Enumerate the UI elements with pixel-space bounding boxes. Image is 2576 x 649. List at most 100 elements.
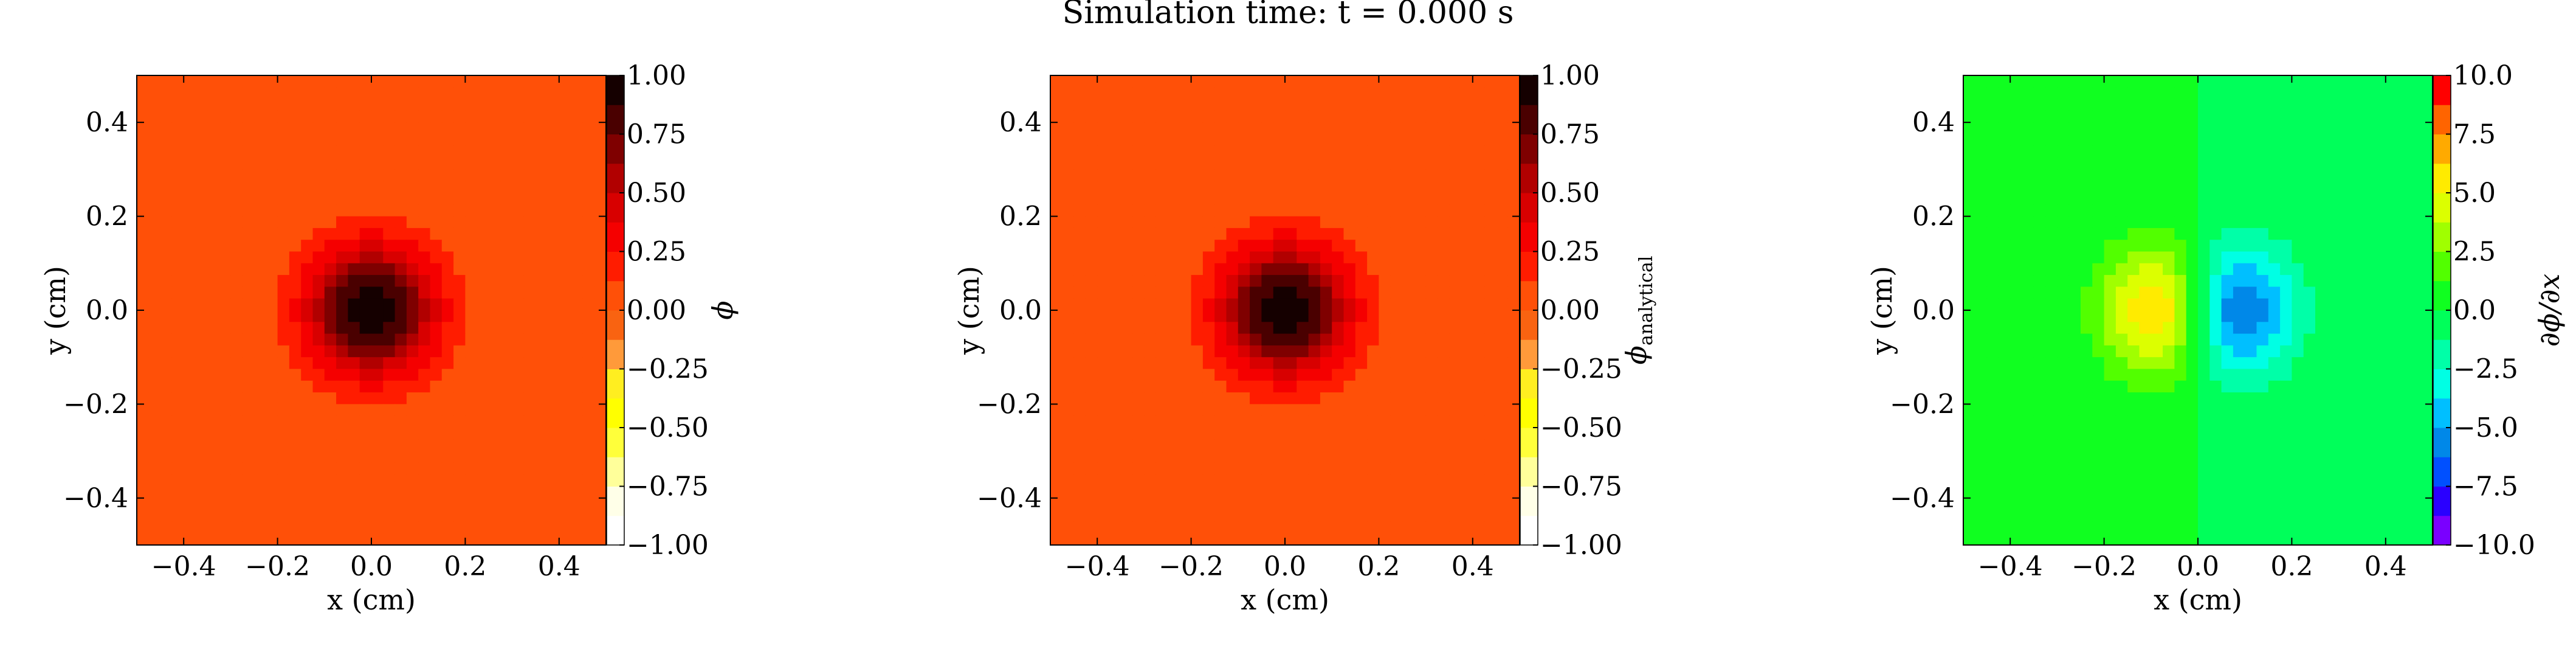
- heatmap-cell: [171, 227, 184, 240]
- heatmap-cell: [1238, 275, 1250, 287]
- heatmap-cell: [2420, 439, 2433, 452]
- heatmap-cell: [1998, 251, 2011, 264]
- heatmap-cell: [207, 122, 219, 135]
- heatmap-cell: [2385, 439, 2398, 452]
- heatmap-cell: [1191, 474, 1204, 487]
- heatmap-cell: [441, 122, 454, 135]
- heatmap-cell: [1297, 533, 1309, 546]
- heatmap-cell: [1998, 333, 2011, 346]
- heatmap-cell: [1998, 310, 2011, 322]
- heatmap-cell: [2292, 110, 2304, 123]
- heatmap-cell: [453, 216, 466, 229]
- heatmap-cell: [536, 110, 548, 123]
- heatmap-cell: [230, 75, 243, 88]
- heatmap-cell: [512, 369, 525, 381]
- heatmap-cell: [430, 286, 443, 299]
- heatmap-cell: [1367, 510, 1379, 522]
- heatmap-cell: [2151, 275, 2163, 287]
- heatmap-cell: [1343, 122, 1356, 135]
- heatmap-cell: [2409, 158, 2422, 170]
- heatmap-cell: [2151, 486, 2163, 499]
- heatmap-cell: [1191, 486, 1204, 499]
- heatmap-cell: [1214, 158, 1227, 170]
- heatmap-cell: [2350, 263, 2363, 276]
- heatmap-cell: [277, 415, 290, 428]
- heatmap-cell: [2033, 521, 2046, 534]
- heatmap-cell: [277, 533, 290, 546]
- heatmap-cell: [2327, 216, 2340, 229]
- heatmap-cell: [2245, 204, 2257, 217]
- heatmap-cell: [1144, 521, 1157, 534]
- heatmap-cell: [523, 345, 536, 358]
- heatmap-cell: [2139, 158, 2152, 170]
- heatmap-cell: [523, 533, 536, 546]
- heatmap-cell: [2022, 439, 2034, 452]
- heatmap-cell: [184, 357, 196, 370]
- heatmap-cell: [1998, 134, 2011, 147]
- heatmap-cell: [1238, 75, 1250, 88]
- heatmap-cell: [1355, 404, 1368, 417]
- heatmap-cell: [1285, 521, 1297, 534]
- heatmap-cell: [2338, 498, 2351, 510]
- heatmap-cell: [1132, 204, 1145, 217]
- heatmap-cell: [2268, 216, 2281, 229]
- heatmap-cell: [1975, 87, 1988, 100]
- heatmap-cell: [336, 439, 348, 452]
- heatmap-cell: [1155, 322, 1168, 335]
- heatmap-cell: [371, 286, 384, 299]
- heatmap-cell: [195, 521, 208, 534]
- heatmap-cell: [571, 134, 583, 147]
- heatmap-cell: [2409, 122, 2422, 135]
- heatmap-cell: [2068, 275, 2081, 287]
- heatmap-cell: [266, 345, 278, 358]
- heatmap-cell: [184, 298, 196, 311]
- heatmap-cell: [336, 181, 348, 193]
- heatmap-cell: [1367, 451, 1379, 463]
- heatmap-cell: [1332, 158, 1345, 170]
- heatmap-cell: [1132, 158, 1145, 170]
- heatmap-cell: [1250, 158, 1262, 170]
- heatmap-cell: [1472, 415, 1485, 428]
- heatmap-cell: [559, 510, 571, 522]
- heatmap-cell: [184, 216, 196, 229]
- heatmap-cell: [359, 99, 372, 111]
- heatmap-cell: [1191, 322, 1204, 335]
- heatmap-cell: [1975, 216, 1988, 229]
- heatmap-cell: [1986, 286, 1999, 299]
- heatmap-cell: [2045, 322, 2058, 335]
- heatmap-cell: [1986, 462, 1999, 475]
- heatmap-cell: [1975, 286, 1988, 299]
- heatmap-cell: [371, 204, 384, 217]
- heatmap-cell: [2127, 110, 2140, 123]
- heatmap-cell: [2151, 204, 2163, 217]
- heatmap-cell: [137, 380, 149, 393]
- heatmap-cell: [2092, 333, 2105, 346]
- heatmap-cell: [336, 110, 348, 123]
- heatmap-cell: [348, 110, 360, 123]
- heatmap-cell: [2010, 369, 2023, 381]
- heatmap-cell: [2362, 145, 2375, 158]
- heatmap-cell: [2092, 298, 2105, 311]
- heatmap-cell: [1379, 122, 1391, 135]
- heatmap-cell: [1155, 486, 1168, 499]
- heatmap-cell: [2397, 310, 2409, 322]
- heatmap-cell: [371, 428, 384, 440]
- heatmap-cell: [1355, 134, 1368, 147]
- heatmap-cell: [1214, 204, 1227, 217]
- heatmap-cell: [2350, 110, 2363, 123]
- heatmap-cell: [1085, 486, 1098, 499]
- heatmap-cell: [1975, 110, 1988, 123]
- heatmap-cell: [500, 380, 513, 393]
- heatmap-cell: [559, 462, 571, 475]
- heatmap-cell: [1308, 122, 1321, 135]
- heatmap-cell: [594, 275, 607, 287]
- heatmap-cell: [536, 310, 548, 322]
- colorbar-segment: [607, 339, 624, 369]
- colorbar-segment: [1520, 75, 1538, 105]
- colorbar-segment: [2433, 369, 2451, 399]
- heatmap-cell: [1155, 122, 1168, 135]
- heatmap-cell: [1320, 521, 1332, 534]
- heatmap-cell: [266, 122, 278, 135]
- heatmap-cell: [1073, 240, 1086, 252]
- heatmap-cell: [430, 521, 443, 534]
